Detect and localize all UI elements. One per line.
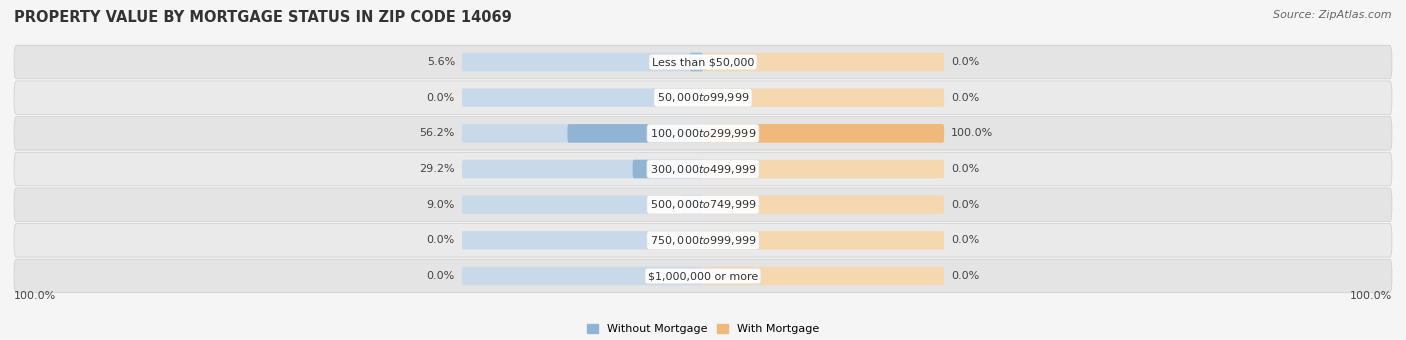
FancyBboxPatch shape <box>633 160 703 178</box>
Text: $500,000 to $749,999: $500,000 to $749,999 <box>650 198 756 211</box>
Text: 0.0%: 0.0% <box>950 57 979 67</box>
FancyBboxPatch shape <box>703 53 945 71</box>
FancyBboxPatch shape <box>14 224 1392 257</box>
FancyBboxPatch shape <box>461 124 703 143</box>
FancyBboxPatch shape <box>14 259 1392 293</box>
Text: Less than $50,000: Less than $50,000 <box>652 57 754 67</box>
FancyBboxPatch shape <box>14 152 1392 186</box>
Legend: Without Mortgage, With Mortgage: Without Mortgage, With Mortgage <box>588 324 818 335</box>
Text: 100.0%: 100.0% <box>950 129 993 138</box>
FancyBboxPatch shape <box>14 117 1392 150</box>
FancyBboxPatch shape <box>682 195 703 214</box>
FancyBboxPatch shape <box>14 188 1392 221</box>
Text: 0.0%: 0.0% <box>427 93 456 103</box>
FancyBboxPatch shape <box>703 124 945 143</box>
Text: 0.0%: 0.0% <box>950 200 979 210</box>
FancyBboxPatch shape <box>703 231 945 250</box>
FancyBboxPatch shape <box>461 53 703 71</box>
FancyBboxPatch shape <box>461 195 703 214</box>
FancyBboxPatch shape <box>461 160 703 178</box>
FancyBboxPatch shape <box>703 124 945 143</box>
Text: 0.0%: 0.0% <box>950 93 979 103</box>
Text: PROPERTY VALUE BY MORTGAGE STATUS IN ZIP CODE 14069: PROPERTY VALUE BY MORTGAGE STATUS IN ZIP… <box>14 10 512 25</box>
FancyBboxPatch shape <box>14 45 1392 79</box>
Text: $1,000,000 or more: $1,000,000 or more <box>648 271 758 281</box>
FancyBboxPatch shape <box>461 231 703 250</box>
FancyBboxPatch shape <box>14 81 1392 115</box>
FancyBboxPatch shape <box>568 124 703 143</box>
Text: Source: ZipAtlas.com: Source: ZipAtlas.com <box>1274 10 1392 20</box>
Text: 29.2%: 29.2% <box>419 164 456 174</box>
FancyBboxPatch shape <box>703 88 945 107</box>
Text: 0.0%: 0.0% <box>950 235 979 245</box>
Text: 0.0%: 0.0% <box>427 271 456 281</box>
FancyBboxPatch shape <box>689 53 703 71</box>
Text: 100.0%: 100.0% <box>1350 291 1392 301</box>
FancyBboxPatch shape <box>703 160 945 178</box>
FancyBboxPatch shape <box>461 267 703 285</box>
Text: $100,000 to $299,999: $100,000 to $299,999 <box>650 127 756 140</box>
FancyBboxPatch shape <box>703 267 945 285</box>
Text: 0.0%: 0.0% <box>427 235 456 245</box>
FancyBboxPatch shape <box>703 195 945 214</box>
Text: 56.2%: 56.2% <box>419 129 456 138</box>
Text: 100.0%: 100.0% <box>14 291 56 301</box>
Text: 0.0%: 0.0% <box>950 271 979 281</box>
Text: $750,000 to $999,999: $750,000 to $999,999 <box>650 234 756 247</box>
Text: 0.0%: 0.0% <box>950 164 979 174</box>
Text: 5.6%: 5.6% <box>427 57 456 67</box>
Text: $300,000 to $499,999: $300,000 to $499,999 <box>650 163 756 175</box>
Text: 9.0%: 9.0% <box>426 200 456 210</box>
Text: $50,000 to $99,999: $50,000 to $99,999 <box>657 91 749 104</box>
FancyBboxPatch shape <box>461 88 703 107</box>
